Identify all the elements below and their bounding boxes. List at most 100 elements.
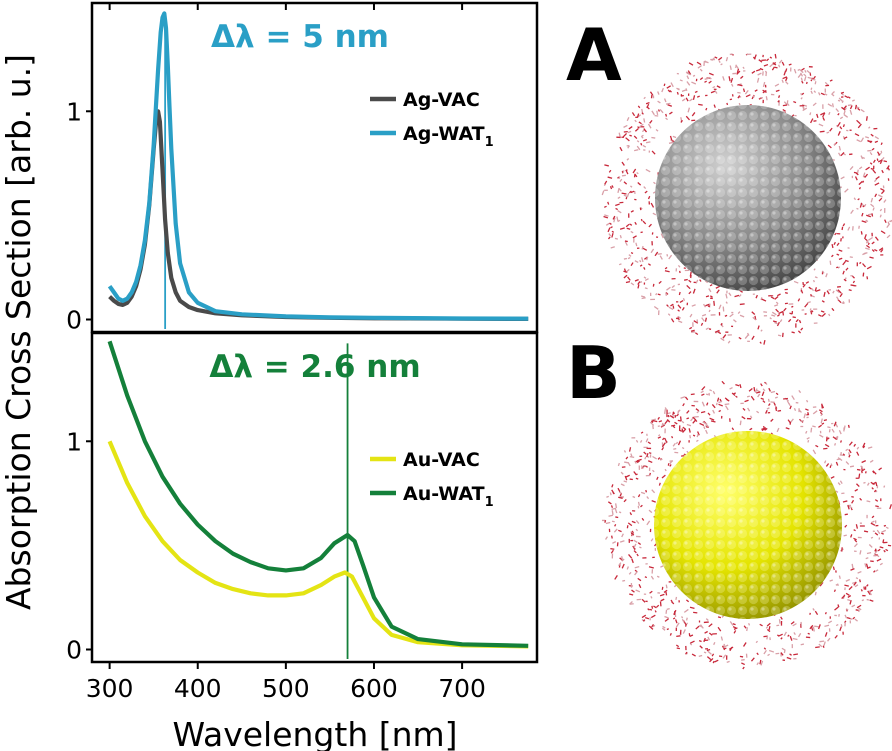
water-molecule (856, 119, 861, 125)
water-molecule (743, 625, 747, 629)
water-molecule (631, 112, 636, 117)
water-molecule (692, 288, 696, 294)
water-molecule (630, 262, 634, 267)
water-molecule (677, 304, 682, 309)
water-molecule (685, 88, 688, 92)
water-molecule (675, 622, 680, 628)
water-molecule (815, 646, 820, 649)
water-molecule (648, 566, 654, 569)
water-molecule (800, 77, 803, 81)
water-molecule (860, 589, 863, 592)
water-molecule (682, 298, 686, 301)
water-molecule (828, 313, 831, 317)
water-molecule (604, 180, 608, 185)
water-molecule (736, 70, 741, 75)
water-molecule (755, 294, 758, 299)
water-molecule (850, 618, 853, 620)
water-molecule (835, 490, 839, 493)
water-molecule (720, 63, 723, 66)
water-molecule (689, 642, 693, 646)
water-molecule (810, 310, 813, 315)
water-molecule (870, 133, 874, 137)
water-molecule (865, 136, 870, 139)
panel-a: A (566, 13, 892, 345)
water-molecule (874, 532, 879, 536)
water-molecule (611, 520, 615, 523)
water-molecule (705, 393, 709, 396)
water-molecule (806, 399, 809, 403)
water-molecule (645, 141, 651, 144)
water-molecule (823, 419, 828, 422)
water-molecule (873, 570, 876, 573)
water-molecule (714, 56, 718, 59)
water-molecule (866, 244, 870, 249)
water-molecule (873, 550, 878, 555)
water-molecule (620, 483, 625, 487)
water-molecule (838, 97, 844, 102)
water-molecule (821, 404, 825, 409)
water-molecule (762, 81, 766, 88)
water-molecule (630, 453, 633, 457)
water-molecule (863, 530, 869, 533)
water-molecule (848, 586, 853, 591)
water-molecule (877, 194, 883, 198)
water-molecule (821, 312, 826, 318)
water-molecule (857, 198, 860, 201)
water-molecule (834, 606, 839, 611)
water-molecule (872, 470, 877, 475)
water-molecule (845, 592, 850, 596)
water-molecule (708, 72, 714, 76)
water-molecule (652, 624, 656, 628)
water-molecule (686, 81, 691, 86)
water-molecule (753, 386, 756, 392)
water-molecule (613, 528, 618, 533)
water-molecule (870, 167, 874, 170)
water-molecule (871, 520, 875, 524)
water-molecule (637, 577, 642, 582)
water-molecule (657, 109, 661, 112)
water-molecule (849, 256, 853, 259)
water-molecule (854, 539, 858, 543)
water-molecule (725, 301, 728, 304)
water-molecule (692, 419, 696, 424)
water-molecule (603, 215, 609, 219)
water-molecule (657, 436, 662, 439)
water-molecule (647, 460, 653, 464)
water-molecule (837, 99, 841, 102)
water-molecule (835, 623, 839, 627)
water-molecule (768, 403, 771, 407)
water-molecule (848, 289, 852, 292)
water-molecule (671, 424, 676, 427)
water-molecule (664, 615, 669, 619)
water-molecule (844, 277, 847, 280)
water-molecule (637, 542, 642, 546)
water-molecule (887, 167, 890, 171)
water-molecule (866, 482, 870, 486)
water-molecule (845, 608, 849, 611)
water-molecule (655, 129, 659, 132)
water-molecule (696, 439, 699, 442)
water-molecule (640, 135, 644, 139)
water-molecule (854, 104, 857, 110)
water-molecule (862, 263, 867, 268)
water-molecule (803, 104, 808, 107)
water-molecule (788, 63, 792, 66)
water-molecule (636, 460, 640, 463)
water-molecule (621, 533, 624, 538)
water-molecule (874, 499, 879, 502)
water-molecule (752, 95, 755, 98)
water-shell-a (601, 53, 892, 345)
water-molecule (831, 91, 835, 95)
water-molecule (712, 660, 715, 664)
water-molecule (819, 434, 824, 438)
water-molecule (871, 147, 875, 151)
water-molecule (637, 501, 641, 506)
water-molecule (851, 499, 855, 504)
water-molecule (670, 318, 675, 323)
water-molecule (824, 611, 827, 615)
water-molecule (733, 630, 737, 634)
water-molecule (857, 107, 861, 111)
water-molecule (711, 404, 716, 409)
water-molecule (876, 554, 880, 558)
water-molecule (706, 648, 711, 652)
